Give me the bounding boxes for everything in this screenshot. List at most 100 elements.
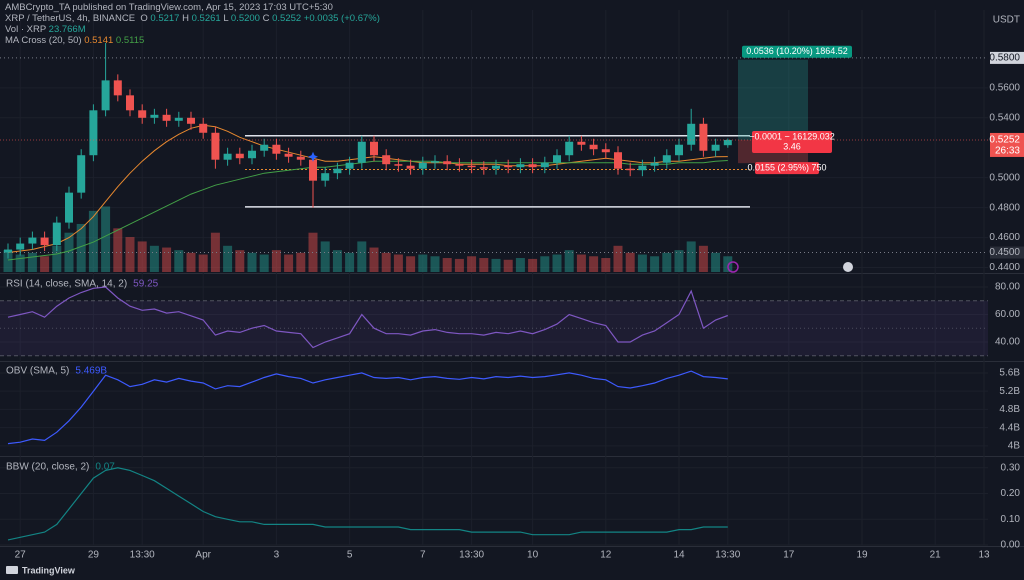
candle-body: [199, 123, 208, 133]
pane-title: BBW (20, close, 2): [6, 462, 89, 473]
volume-bar: [613, 245, 623, 272]
candle-body: [675, 144, 683, 156]
y-tick-label: 40.00: [995, 337, 1020, 348]
y-tick-label: 5.2B: [999, 386, 1020, 397]
candle-body: [687, 123, 696, 145]
volume-value: 23.766M: [48, 24, 86, 35]
target-label: 0.0536 (10.20%) 1864.52: [746, 46, 848, 56]
volume-bar: [576, 254, 586, 272]
volume-bar: [247, 252, 257, 272]
volume-bar: [723, 256, 733, 272]
volume-bar: [27, 252, 37, 272]
volume-line: Vol · XRP 23.766M: [5, 24, 380, 35]
stop-label-box: [755, 162, 819, 175]
entry-label: −0.0001 − 16129.032: [749, 131, 835, 141]
volume-bar: [503, 259, 513, 272]
volume-bar: [259, 254, 269, 272]
x-tick-label: 7: [420, 550, 426, 561]
y-tick-label: 80.00: [995, 282, 1020, 293]
y-tick-label: 4.4B: [999, 422, 1020, 433]
candle-body: [89, 110, 98, 156]
y-tick-label: 60.00: [995, 309, 1020, 320]
candle-body: [418, 162, 427, 169]
candle-body: [77, 155, 86, 193]
volume-bar: [3, 250, 13, 272]
y-tick-label: 0.5400: [989, 112, 1020, 123]
volume-bar: [76, 223, 86, 272]
volume-bar: [625, 252, 635, 272]
indicator-line: [7, 286, 729, 349]
ma-line: [7, 124, 728, 253]
x-tick-label: Apr: [195, 550, 211, 561]
volume-bar: [284, 254, 294, 272]
level-label: 0.4500: [989, 247, 1020, 258]
level-box: [990, 51, 1024, 64]
volume-bar: [442, 258, 452, 272]
volume-bar: [528, 258, 538, 272]
ohlc-value: 0.5217: [150, 13, 180, 24]
y-tick-label: 4B: [1008, 441, 1021, 452]
volume-label: Vol · XRP: [5, 24, 47, 35]
candle-body: [565, 141, 574, 156]
candle-body: [455, 164, 464, 166]
volume-bar: [137, 241, 147, 272]
volume-bar: [52, 245, 62, 272]
level-label: 0.5800: [989, 53, 1020, 64]
volume-bar: [210, 232, 220, 272]
volume-bar: [332, 250, 342, 272]
candle-body: [614, 152, 622, 169]
volume-bar: [601, 258, 611, 272]
x-tick-label: 3: [274, 550, 280, 561]
candle-body: [553, 155, 561, 163]
ma-line: [7, 160, 728, 261]
x-tick-label: 19: [856, 550, 868, 561]
candle-body: [662, 155, 671, 163]
ohlc-value: 0.5261: [191, 13, 221, 24]
candle-body: [4, 249, 12, 253]
candle-body: [479, 167, 488, 169]
volume-bar: [418, 254, 428, 272]
candle-body: [577, 141, 586, 145]
pane-title: OBV (SMA, 5): [6, 366, 69, 377]
pane-legend-value: 0.07: [95, 462, 115, 473]
candle-body: [65, 192, 73, 223]
candle-body: [333, 168, 342, 174]
last-price-box: [990, 132, 1024, 157]
event-icon: [727, 261, 739, 273]
candle-body: [40, 237, 49, 246]
target-zone: [738, 59, 808, 140]
volume-bar: [320, 241, 330, 272]
indicator-line: [7, 467, 728, 541]
indicator-line: [7, 370, 728, 445]
ma-value: 0.5141: [84, 35, 114, 46]
x-tick-label: 5: [347, 550, 353, 561]
ohlc-value: 0.5252: [272, 13, 302, 24]
candle-body: [223, 153, 232, 160]
volume-bar: [125, 237, 135, 272]
ohlc-key: L: [223, 13, 229, 24]
candle-body: [406, 165, 415, 169]
x-tick-label: 14: [673, 550, 685, 561]
x-tick-label: 10: [527, 550, 539, 561]
volume-bar: [698, 245, 708, 272]
volume-bar: [198, 254, 208, 272]
volume-bar: [223, 245, 233, 272]
candle-body: [28, 237, 37, 244]
candle-body: [174, 117, 183, 121]
x-tick-label: 29: [88, 550, 100, 561]
entry-label-box: [752, 130, 832, 153]
y-tick-label: 0.20: [1001, 488, 1021, 499]
candle-body: [52, 222, 61, 246]
candle-body: [723, 139, 732, 146]
volume-bar: [662, 252, 672, 272]
volume-bar: [235, 250, 245, 272]
candle-body: [235, 153, 244, 159]
volume-bar: [479, 258, 489, 272]
x-tick-label: 13: [978, 550, 990, 561]
symbol-line: XRP / TetherUS, 4h, BINANCE O 0.5217 H 0…: [5, 13, 380, 24]
candle-body: [126, 95, 134, 111]
flag-icon: [843, 262, 853, 272]
header: AMBCrypto_TA published on TradingView.co…: [5, 2, 380, 46]
candle-body: [248, 150, 256, 159]
